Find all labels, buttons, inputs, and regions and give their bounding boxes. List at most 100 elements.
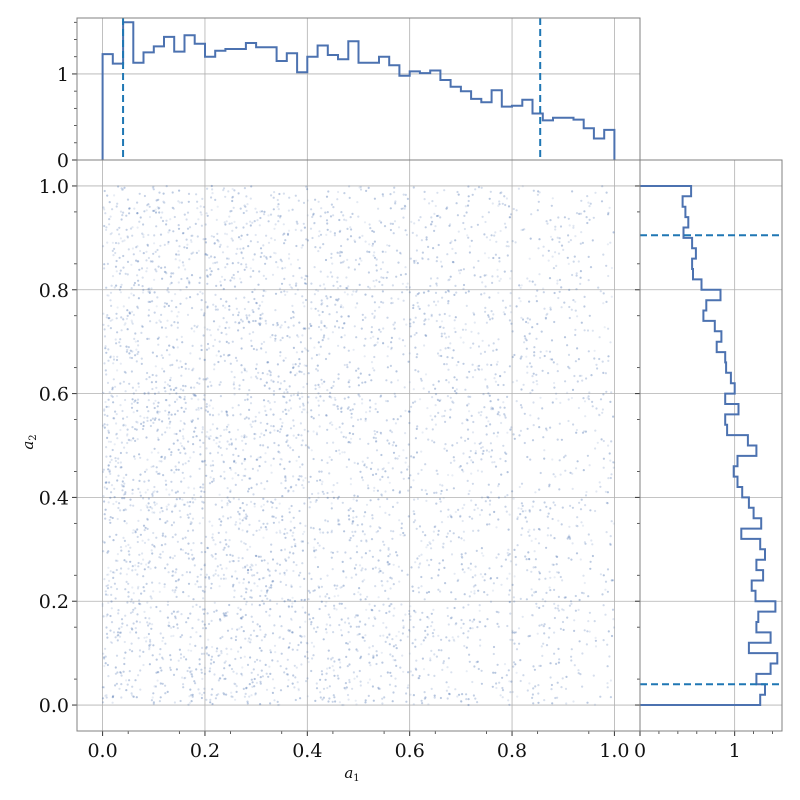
- scatter-point: [190, 252, 193, 255]
- scatter-point: [192, 435, 195, 439]
- scatter-point: [144, 616, 147, 620]
- scatter-point: [123, 370, 126, 373]
- scatter-point: [223, 615, 226, 618]
- scatter-point: [280, 549, 283, 552]
- scatter-point: [160, 266, 163, 269]
- scatter-point: [117, 474, 120, 477]
- scatter-point: [157, 343, 160, 346]
- scatter-point: [607, 444, 610, 447]
- scatter-point: [243, 296, 246, 299]
- scatter-point: [266, 446, 269, 449]
- scatter-point: [271, 659, 274, 662]
- scatter-point: [609, 535, 612, 538]
- scatter-point: [253, 685, 256, 688]
- scatter-point: [451, 356, 454, 359]
- scatter-point: [249, 477, 252, 480]
- scatter-point: [369, 664, 372, 667]
- scatter-point: [131, 694, 134, 697]
- scatter-point: [408, 612, 411, 616]
- scatter-point: [429, 657, 432, 660]
- scatter-point: [289, 371, 292, 374]
- scatter-point: [220, 520, 223, 523]
- scatter-point: [376, 410, 379, 414]
- scatter-point: [351, 408, 354, 411]
- scatter-point: [158, 319, 161, 322]
- scatter-point: [542, 436, 545, 439]
- scatter-point: [124, 371, 127, 374]
- scatter-point: [528, 509, 531, 512]
- scatter-point: [318, 607, 321, 611]
- scatter-point: [222, 353, 226, 356]
- scatter-point: [259, 421, 262, 424]
- scatter-point: [165, 426, 169, 429]
- scatter-point: [258, 304, 261, 307]
- scatter-point: [292, 316, 295, 319]
- scatter-point: [326, 305, 329, 308]
- scatter-point: [300, 370, 303, 374]
- scatter-point: [389, 603, 392, 606]
- scatter-point: [315, 549, 318, 552]
- scatter-point: [171, 557, 175, 560]
- scatter-point: [342, 435, 345, 438]
- scatter-point: [240, 462, 244, 465]
- scatter-point: [375, 650, 378, 653]
- scatter-point: [180, 335, 183, 338]
- scatter-point: [350, 412, 353, 415]
- scatter-point: [287, 489, 290, 492]
- scatter-point: [224, 677, 227, 680]
- scatter-point: [210, 255, 213, 258]
- scatter-point: [188, 258, 191, 261]
- scatter-point: [488, 503, 491, 506]
- scatter-point: [132, 529, 135, 532]
- scatter-point: [532, 665, 535, 668]
- scatter-point: [513, 631, 516, 634]
- scatter-point: [246, 700, 249, 703]
- scatter-point: [328, 697, 331, 700]
- scatter-point: [553, 386, 556, 389]
- scatter-point: [536, 383, 539, 386]
- scatter-point: [555, 571, 559, 574]
- scatter-point: [547, 512, 550, 515]
- scatter-point: [114, 559, 118, 562]
- scatter-point: [363, 355, 366, 358]
- scatter-point: [397, 565, 400, 568]
- scatter-point: [536, 632, 539, 635]
- scatter-point: [526, 455, 529, 459]
- scatter-point: [582, 574, 585, 577]
- scatter-point: [219, 355, 222, 358]
- scatter-point: [199, 290, 202, 293]
- scatter-point: [273, 644, 277, 647]
- scatter-point: [513, 600, 516, 603]
- scatter-point: [103, 224, 106, 228]
- scatter-point: [292, 490, 295, 493]
- scatter-point: [418, 554, 421, 558]
- scatter-point: [443, 363, 446, 366]
- scatter-point: [224, 614, 227, 617]
- scatter-point: [206, 410, 209, 413]
- scatter-point: [349, 226, 352, 229]
- scatter-point: [217, 445, 220, 448]
- scatter-point: [328, 313, 331, 316]
- scatter-point: [427, 673, 430, 677]
- scatter-point: [199, 445, 202, 448]
- scatter-point: [177, 224, 180, 227]
- scatter-point: [281, 267, 284, 270]
- scatter-point: [342, 306, 345, 309]
- scatter-point: [225, 321, 228, 324]
- scatter-point: [563, 336, 567, 339]
- scatter-point: [549, 308, 552, 311]
- scatter-point: [167, 417, 171, 420]
- scatter-point: [545, 429, 548, 432]
- scatter-point: [190, 240, 193, 244]
- scatter-point: [426, 407, 429, 410]
- scatter-point: [137, 344, 140, 347]
- scatter-point: [236, 612, 239, 615]
- scatter-point: [354, 530, 357, 533]
- scatter-point: [104, 369, 107, 372]
- scatter-point: [393, 191, 396, 194]
- scatter-point: [258, 411, 261, 414]
- scatter-point: [545, 427, 548, 430]
- scatter-point: [330, 458, 333, 461]
- scatter-point: [466, 234, 469, 237]
- scatter-point: [413, 333, 416, 336]
